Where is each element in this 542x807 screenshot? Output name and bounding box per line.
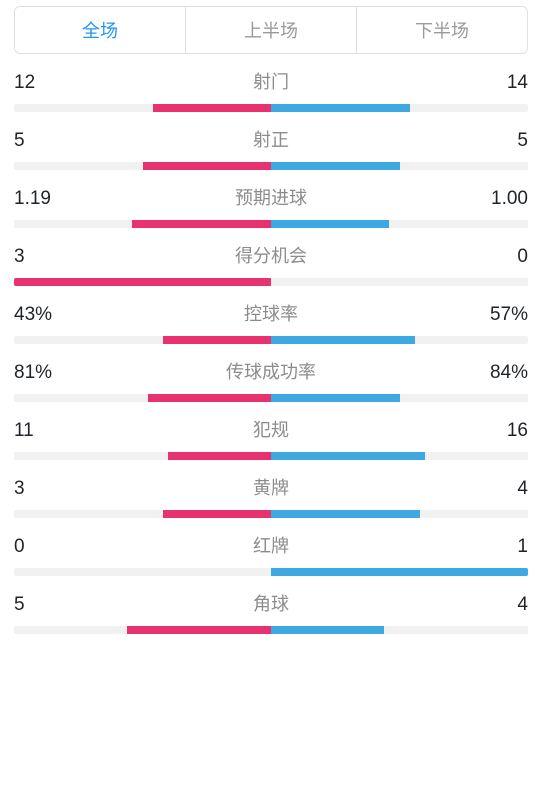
stat-bar-left <box>14 278 271 286</box>
stat-name: 控球率 <box>84 300 458 326</box>
stat-bar-left <box>163 336 271 344</box>
stat-row: 43%控球率57% <box>14 300 528 344</box>
stat-value-left: 5 <box>14 130 84 152</box>
stat-bar-left <box>168 452 271 460</box>
stat-name: 犯规 <box>84 416 458 442</box>
stat-value-right: 5 <box>458 130 528 152</box>
stat-value-right: 4 <box>458 478 528 500</box>
stat-value-left: 12 <box>14 72 84 94</box>
stat-value-right: 57% <box>458 304 528 326</box>
stat-name: 射正 <box>84 126 458 152</box>
stat-value-left: 5 <box>14 594 84 616</box>
stat-value-right: 14 <box>458 72 528 94</box>
stat-name: 射门 <box>84 68 458 94</box>
stat-bar-right <box>271 336 415 344</box>
stat-value-right: 16 <box>458 420 528 442</box>
stat-bar-right <box>271 162 400 170</box>
stat-name: 得分机会 <box>84 242 458 268</box>
tab-1[interactable]: 上半场 <box>185 7 356 53</box>
stat-bar-track <box>14 626 528 634</box>
stat-header: 12射门14 <box>14 68 528 94</box>
stat-value-right: 84% <box>458 362 528 384</box>
stat-value-right: 4 <box>458 594 528 616</box>
stat-value-left: 43% <box>14 304 84 326</box>
stat-name: 预期进球 <box>84 184 458 210</box>
stat-bar-left <box>163 510 271 518</box>
stat-bar-left <box>127 626 271 634</box>
stat-row: 12射门14 <box>14 68 528 112</box>
stat-header: 0红牌1 <box>14 532 528 558</box>
period-tabs: 全场上半场下半场 <box>14 6 528 54</box>
stat-bar-track <box>14 568 528 576</box>
stat-value-left: 1.19 <box>14 188 84 210</box>
stat-name: 红牌 <box>84 532 458 558</box>
stat-name: 传球成功率 <box>84 358 458 384</box>
stat-bar-right <box>271 626 384 634</box>
stat-bar-left <box>153 104 271 112</box>
stat-row: 1.19预期进球1.00 <box>14 184 528 228</box>
stat-bar-right <box>271 510 420 518</box>
tab-2[interactable]: 下半场 <box>356 7 527 53</box>
stat-row: 0红牌1 <box>14 532 528 576</box>
stat-row: 5射正5 <box>14 126 528 170</box>
stat-bar-right <box>271 452 425 460</box>
stat-bar-right <box>271 568 528 576</box>
stat-value-left: 11 <box>14 420 84 442</box>
stat-header: 3黄牌4 <box>14 474 528 500</box>
stat-bar-right <box>271 104 410 112</box>
stat-bar-track <box>14 452 528 460</box>
stat-bar-track <box>14 104 528 112</box>
stats-panel: 12射门145射正51.19预期进球1.003得分机会043%控球率57%81%… <box>0 54 542 634</box>
stat-row: 3得分机会0 <box>14 242 528 286</box>
stat-value-right: 0 <box>458 246 528 268</box>
stat-bar-track <box>14 394 528 402</box>
stat-value-left: 81% <box>14 362 84 384</box>
stat-value-left: 3 <box>14 478 84 500</box>
stat-bar-track <box>14 220 528 228</box>
stat-value-right: 1 <box>458 536 528 558</box>
stat-name: 黄牌 <box>84 474 458 500</box>
stat-bar-left <box>148 394 271 402</box>
stat-header: 43%控球率57% <box>14 300 528 326</box>
stat-bar-right <box>271 394 400 402</box>
stat-value-left: 3 <box>14 246 84 268</box>
stat-bar-left <box>132 220 271 228</box>
stat-row: 81%传球成功率84% <box>14 358 528 402</box>
stat-row: 5角球4 <box>14 590 528 634</box>
stat-row: 11犯规16 <box>14 416 528 460</box>
tab-0[interactable]: 全场 <box>15 7 185 53</box>
stat-header: 11犯规16 <box>14 416 528 442</box>
stat-header: 3得分机会0 <box>14 242 528 268</box>
stat-bar-track <box>14 162 528 170</box>
stat-bar-left <box>143 162 272 170</box>
stat-header: 81%传球成功率84% <box>14 358 528 384</box>
stat-header: 5射正5 <box>14 126 528 152</box>
stat-value-right: 1.00 <box>458 188 528 210</box>
stat-header: 1.19预期进球1.00 <box>14 184 528 210</box>
stat-row: 3黄牌4 <box>14 474 528 518</box>
stat-bar-right <box>271 220 389 228</box>
stat-name: 角球 <box>84 590 458 616</box>
stat-bar-track <box>14 278 528 286</box>
stat-bar-track <box>14 336 528 344</box>
stat-header: 5角球4 <box>14 590 528 616</box>
stat-value-left: 0 <box>14 536 84 558</box>
stat-bar-track <box>14 510 528 518</box>
